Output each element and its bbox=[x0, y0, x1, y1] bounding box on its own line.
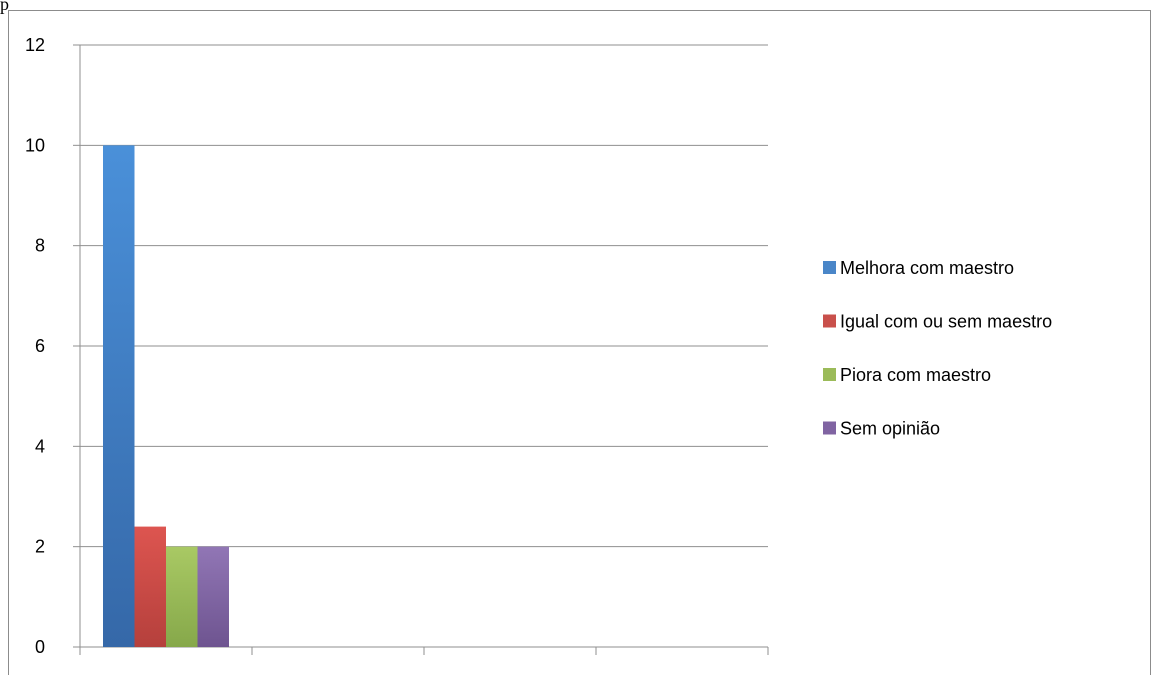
y-tick-label: 10 bbox=[25, 135, 45, 155]
bar-layer bbox=[103, 145, 229, 648]
y-tick-label: 4 bbox=[35, 436, 45, 456]
bar-sem-opini-o bbox=[197, 546, 229, 647]
bar-igual-com-ou-sem-maestro bbox=[134, 526, 166, 647]
legend-item: Piora com maestro bbox=[823, 365, 991, 385]
y-tick-label: 6 bbox=[35, 336, 45, 356]
legend-swatch bbox=[823, 421, 836, 435]
y-tick-label: 8 bbox=[35, 236, 45, 256]
bar-melhora-com-maestro bbox=[103, 145, 135, 648]
legend-label: Piora com maestro bbox=[840, 365, 991, 385]
legend-swatch bbox=[823, 314, 836, 328]
legend-swatch bbox=[823, 261, 836, 274]
legend-item: Igual com ou sem maestro bbox=[823, 312, 1052, 332]
legend: Melhora com maestro Igual com ou sem maes… bbox=[823, 258, 1052, 439]
legend-label: Melhora com maestro bbox=[840, 258, 1014, 278]
grid-layer bbox=[80, 44, 768, 548]
bar-piora-com-maestro bbox=[166, 546, 198, 647]
legend-item: Melhora com maestro bbox=[823, 258, 1014, 278]
y-tick-label: 2 bbox=[35, 537, 45, 557]
legend-label: Sem opinião bbox=[840, 419, 940, 439]
y-tick-label: 0 bbox=[35, 637, 45, 657]
y-tick-label: 12 bbox=[25, 35, 45, 55]
axis-layer: 0 2 4 6 8 10 12 bbox=[25, 35, 769, 657]
stray-text-fragment: p bbox=[0, 0, 9, 14]
legend-swatch bbox=[823, 368, 836, 381]
legend-label: Igual com ou sem maestro bbox=[840, 312, 1052, 332]
legend-item: Sem opinião bbox=[823, 419, 940, 439]
